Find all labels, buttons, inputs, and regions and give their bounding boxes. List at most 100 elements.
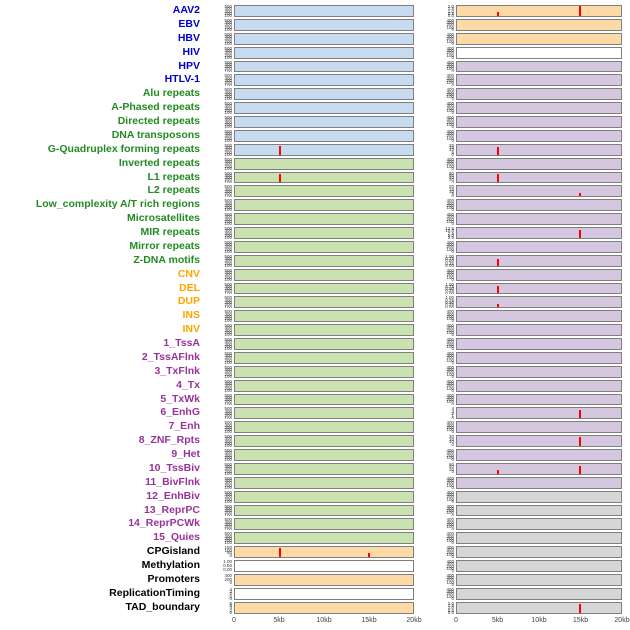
track-row: Promoters 400 200 0 400 300 200 100 0 [0,573,630,587]
y-tick-label: 0.00 [223,566,232,572]
red-spike [497,470,499,474]
y-tick-label: 500 [224,32,232,37]
y-tick-label: 300 [224,508,232,514]
y-tick-label: 0.75 [445,283,454,289]
y-tick-label: 400 [446,379,454,384]
x-axis-left: 0 5kb 10kb 15kb 20kb [232,615,422,629]
y-tick-label: 0 [451,110,454,114]
y-tick-label: 0.50 [223,562,232,568]
left-panel [234,5,414,17]
y-tick-label: 30 [448,435,454,440]
row-label: 7_Enh [168,420,200,433]
y-tick-label: 200 [224,576,232,582]
y-tick-label: 300 [446,575,454,581]
y-tick-label: 400 [446,88,454,93]
y-tick-label: 300 [446,394,454,400]
spacer [414,101,430,115]
y-tick-label: 100 [446,510,454,516]
y-tick-label: 300 [446,34,454,40]
left-panel [234,88,414,101]
track-row: 14_ReprPCWk 500 400 300 200 100 400 300 200 100… [0,517,630,531]
spacer [414,129,430,143]
y-tick-label: 500 [224,143,232,148]
left-yticks: 500 400 300 200 100 [208,213,234,225]
y-tick-label: 100 [446,593,454,599]
x-tick-label: 0 [454,616,458,624]
row-label: 12_EnhBiv [146,489,200,502]
y-tick-label: 400 [224,533,232,539]
left-yticks: 500 400 300 200 100 [208,505,234,517]
spacer [414,573,430,587]
y-tick-label: 300 [224,161,232,167]
y-tick-label: 100 [446,121,454,127]
y-tick-label: 400 [224,75,232,81]
y-tick-label: 400 [224,325,232,331]
y-tick-label: 100 [224,415,232,420]
y-tick-label: 100 [224,82,232,87]
y-tick-label: 100 [224,346,232,350]
y-tick-label: 100 [224,443,232,447]
left-yticks: 500 400 300 200 100 [208,102,234,114]
y-tick-label: 500 [224,379,232,384]
right-yticks: 1.00 0.75 0.50 0.25 0.00 [430,283,456,295]
y-tick-label: 400 [446,393,454,398]
y-tick-label: 200 [224,260,232,266]
row-label: AAV2 [172,4,200,16]
left-panel [234,601,414,614]
left-panel [234,338,414,350]
x-tick-label: 15kb [572,616,589,624]
spacer [414,73,430,87]
y-tick-label: 200 [224,357,232,363]
left-yticks: 500 400 300 200 100 [208,338,234,350]
x-axis-right: 0 5kb 10kb 15kb 20kb [454,615,630,629]
spacer [414,517,430,531]
left-yticks: 500 400 300 200 100 [208,518,234,530]
y-tick-label: 100 [224,54,232,59]
y-tick-label: 400 [446,116,454,120]
spacer [414,420,430,434]
y-tick-label: 200 [446,535,454,541]
spacer [414,87,430,101]
y-tick-label: 400 [224,353,232,359]
spacer [414,226,430,240]
track-row: Directed repeats 500 400 300 200 100 400 300 2… [0,115,630,129]
y-tick-label: 300 [446,20,454,26]
y-tick-label: 0 [451,151,454,156]
right-panel [456,296,622,309]
y-tick-label: 1.00 [445,254,454,259]
y-tick-label: 400 [224,339,232,345]
y-tick-label: 100 [446,579,454,585]
y-tick-label: 300 [446,89,454,95]
y-tick-label: 300 [224,410,232,416]
y-tick-label: 300 [446,533,454,539]
y-tick-label: 300 [224,452,232,458]
x-tick-label: 20kb [614,616,630,624]
y-tick-label: 300 [446,214,454,220]
y-tick-label: 500 [224,199,232,204]
y-tick-label: 100 [446,496,454,502]
y-tick-label: 500 [224,476,232,481]
y-tick-label: 2.0 [447,5,454,9]
y-tick-label: 10 [448,188,454,194]
right-yticks: 1.00 0.75 0.50 0.25 0.00 [430,296,456,308]
y-tick-label: 300 [224,91,232,97]
spacer [414,282,430,296]
y-tick-label: 400 [446,546,454,551]
left-panel [234,449,414,461]
red-spike [278,548,281,557]
row-label: HBV [177,31,200,44]
y-tick-label: 1.5 [447,602,454,608]
right-panel [456,282,622,295]
row-label: A-Phased repeats [111,101,200,114]
y-tick-label: 200 [446,36,454,42]
left-panel [234,435,414,447]
right-panel [456,573,622,586]
right-yticks: 400 300 200 100 0 [430,449,456,461]
y-tick-label: -4 [227,595,232,600]
y-tick-label: 400 [224,283,232,289]
left-yticks: 1.00 0.50 0.00 [208,560,234,572]
y-tick-label: 200 [446,355,454,361]
y-tick-label: 0.5 [447,10,454,16]
left-yticks: 500 400 300 200 100 [208,172,234,184]
